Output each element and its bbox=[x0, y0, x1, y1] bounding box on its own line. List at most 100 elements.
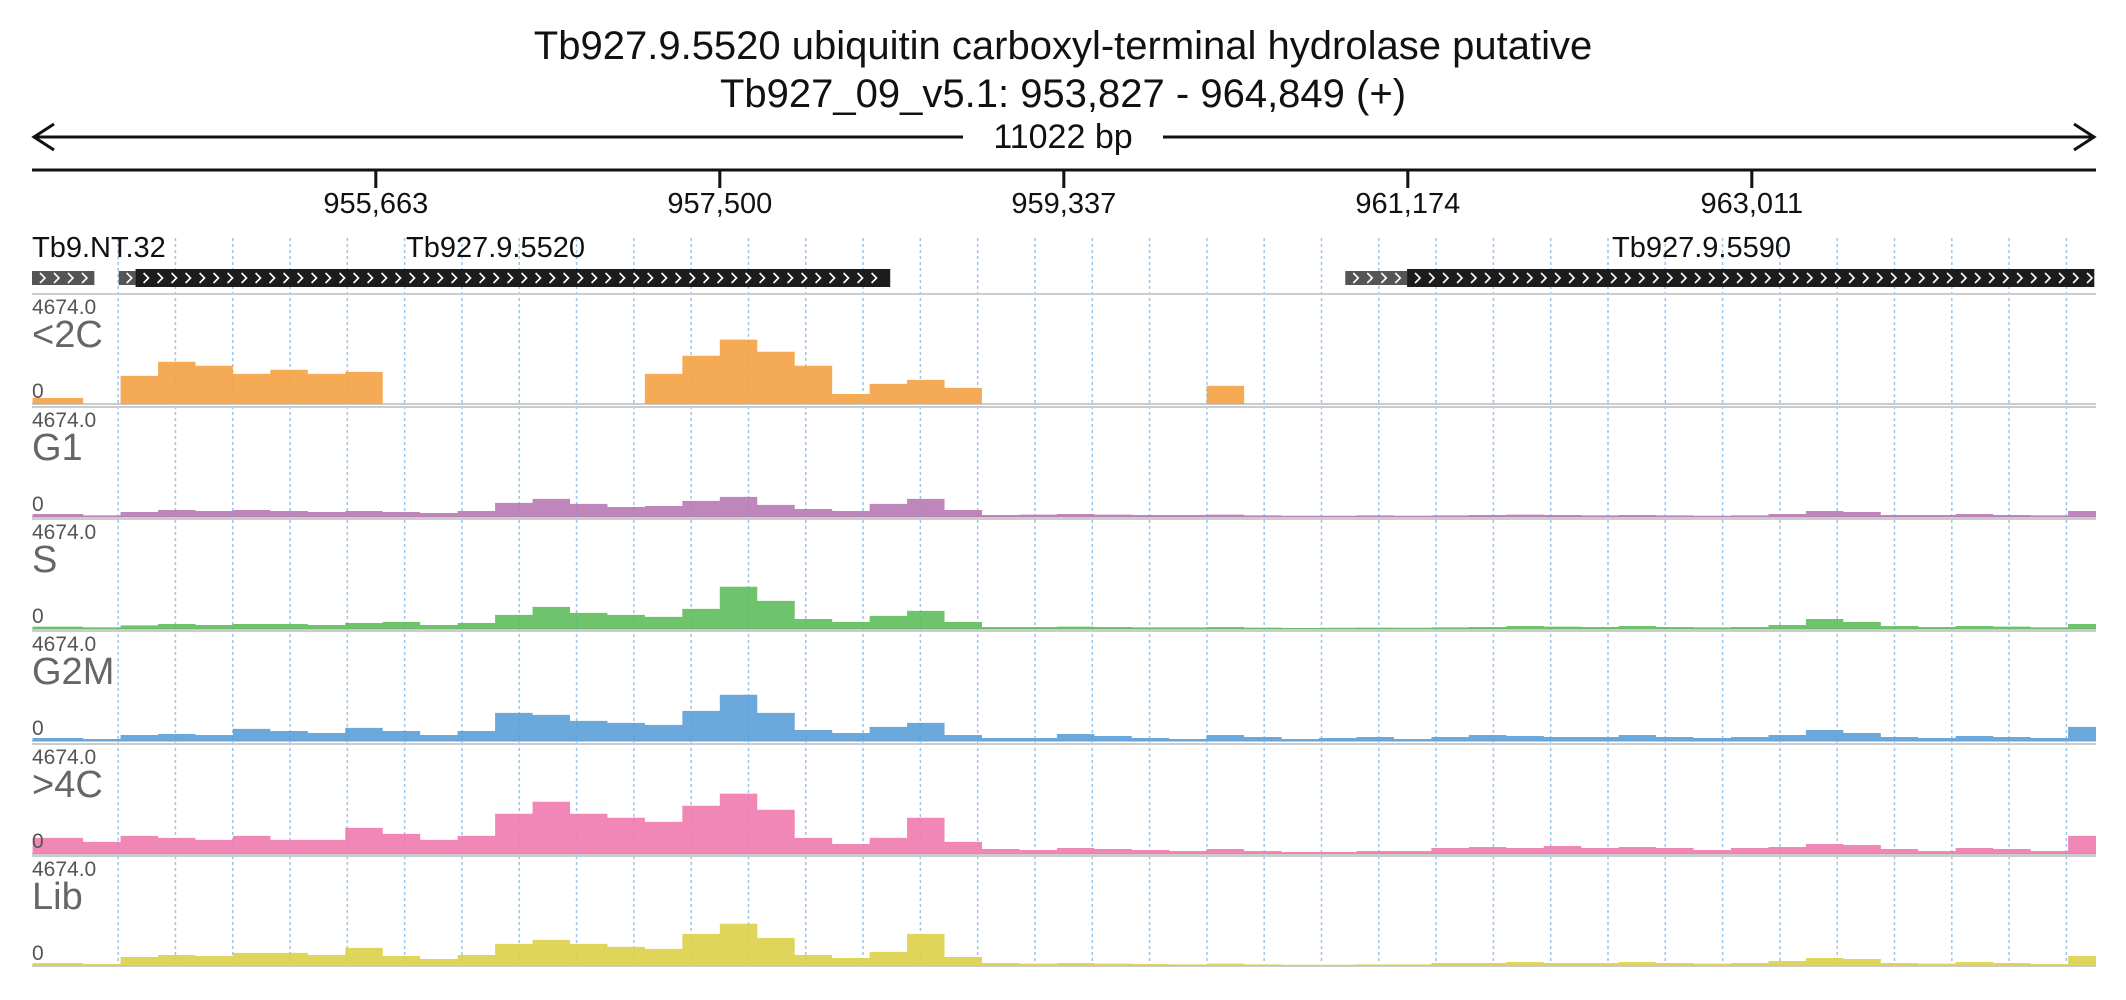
strand-chevron-icon bbox=[1554, 272, 1562, 284]
strand-chevron-icon bbox=[408, 272, 416, 284]
strand-chevron-icon bbox=[1876, 272, 1884, 284]
strand-chevron-icon bbox=[590, 272, 598, 284]
strand-chevron-icon bbox=[1764, 272, 1772, 284]
strand-chevron-icon bbox=[576, 272, 584, 284]
track-max-label: 4674.0 bbox=[32, 746, 97, 769]
strand-chevron-icon bbox=[506, 272, 514, 284]
strand-chevron-icon bbox=[1582, 272, 1590, 284]
strand-chevron-icon bbox=[2086, 272, 2094, 284]
strand-chevron-icon bbox=[1708, 272, 1716, 284]
strand-chevron-icon bbox=[646, 272, 654, 284]
strand-chevron-icon bbox=[1834, 272, 1842, 284]
gene-cds bbox=[1407, 269, 2095, 287]
strand-chevron-icon bbox=[702, 272, 710, 284]
strand-chevron-icon bbox=[786, 272, 794, 284]
strand-chevron-icon bbox=[81, 272, 89, 284]
track-name: G2M bbox=[32, 651, 115, 693]
strand-chevron-icon bbox=[1526, 272, 1534, 284]
track-max-label: 4674.0 bbox=[32, 296, 97, 319]
strand-chevron-icon bbox=[772, 272, 780, 284]
strand-chevron-icon bbox=[282, 272, 290, 284]
strand-chevron-icon bbox=[1414, 272, 1422, 284]
track-name: <2C bbox=[32, 314, 103, 356]
strand-chevron-icon bbox=[744, 272, 752, 284]
strand-chevron-icon bbox=[1680, 272, 1688, 284]
strand-chevron-icon bbox=[548, 272, 556, 284]
strand-chevron-icon bbox=[534, 272, 542, 284]
strand-chevron-icon bbox=[828, 272, 836, 284]
span-arrow-right-icon bbox=[2073, 122, 2097, 152]
strand-chevron-icon bbox=[1470, 272, 1478, 284]
locus-subtitle: Tb927_09_v5.1: 953,827 - 964,849 (+) bbox=[719, 72, 1407, 116]
gene-utr bbox=[1345, 271, 1408, 285]
strand-chevron-icon bbox=[1456, 272, 1464, 284]
strand-chevron-icon bbox=[1792, 272, 1800, 284]
track-max-label: 4674.0 bbox=[32, 858, 97, 881]
strand-chevron-icon bbox=[1960, 272, 1968, 284]
strand-chevron-icon bbox=[604, 272, 612, 284]
strand-chevron-icon bbox=[53, 272, 61, 284]
strand-chevron-icon bbox=[240, 272, 248, 284]
strand-chevron-icon bbox=[1568, 272, 1576, 284]
strand-chevron-icon bbox=[1750, 272, 1758, 284]
strand-chevron-icon bbox=[1904, 272, 1912, 284]
strand-chevron-icon bbox=[1694, 272, 1702, 284]
strand-chevron-icon bbox=[1736, 272, 1744, 284]
strand-chevron-icon bbox=[2044, 272, 2052, 284]
strand-chevron-icon bbox=[1394, 272, 1402, 284]
strand-chevron-icon bbox=[1652, 272, 1660, 284]
strand-chevron-icon bbox=[1988, 272, 1996, 284]
strand-chevron-icon bbox=[1862, 272, 1870, 284]
strand-chevron-icon bbox=[324, 272, 332, 284]
strand-chevron-icon bbox=[2016, 272, 2024, 284]
track-zero-label: 0 bbox=[32, 380, 44, 403]
coverage-area bbox=[32, 694, 2097, 741]
strand-chevron-icon bbox=[492, 272, 500, 284]
span-arrow-left-icon bbox=[31, 122, 55, 152]
strand-chevron-icon bbox=[422, 272, 430, 284]
strand-chevron-icon bbox=[352, 272, 360, 284]
strand-chevron-icon bbox=[1890, 272, 1898, 284]
strand-chevron-icon bbox=[2002, 272, 2010, 284]
strand-chevron-icon bbox=[1498, 272, 1506, 284]
track-name: G1 bbox=[32, 427, 83, 469]
strand-chevron-icon bbox=[856, 272, 864, 284]
strand-chevron-icon bbox=[842, 272, 850, 284]
strand-chevron-icon bbox=[366, 272, 374, 284]
strand-chevron-icon bbox=[1428, 272, 1436, 284]
strand-chevron-icon bbox=[1820, 272, 1828, 284]
strand-chevron-icon bbox=[464, 272, 472, 284]
strand-chevron-icon bbox=[688, 272, 696, 284]
strand-chevron-icon bbox=[338, 272, 346, 284]
strand-chevron-icon bbox=[1638, 272, 1646, 284]
strand-chevron-icon bbox=[1778, 272, 1786, 284]
strand-chevron-icon bbox=[1974, 272, 1982, 284]
track-zero-label: 0 bbox=[32, 493, 44, 516]
strand-chevron-icon bbox=[1722, 272, 1730, 284]
strand-chevron-icon bbox=[1666, 272, 1674, 284]
strand-chevron-icon bbox=[2058, 272, 2066, 284]
strand-chevron-icon bbox=[226, 272, 234, 284]
strand-chevron-icon bbox=[674, 272, 682, 284]
strand-chevron-icon bbox=[1540, 272, 1548, 284]
strand-chevron-icon bbox=[156, 272, 164, 284]
track-zero-label: 0 bbox=[32, 717, 44, 740]
strand-chevron-icon bbox=[126, 272, 133, 284]
strand-chevron-icon bbox=[1352, 272, 1360, 284]
coverage-area bbox=[32, 793, 2097, 854]
strand-chevron-icon bbox=[1512, 272, 1520, 284]
strand-chevron-icon bbox=[1366, 272, 1374, 284]
strand-chevron-icon bbox=[1946, 272, 1954, 284]
gene-utr bbox=[32, 271, 95, 285]
strand-chevron-icon bbox=[450, 272, 458, 284]
ruler-tick-label: 955,663 bbox=[323, 188, 429, 220]
strand-chevron-icon bbox=[1806, 272, 1814, 284]
strand-chevron-icon bbox=[1484, 272, 1492, 284]
strand-chevron-icon bbox=[2072, 272, 2080, 284]
strand-chevron-icon bbox=[1380, 272, 1388, 284]
track-zero-label: 0 bbox=[32, 942, 44, 965]
track-zero-label: 0 bbox=[32, 830, 44, 853]
track-max-label: 4674.0 bbox=[32, 521, 97, 544]
strand-chevron-icon bbox=[254, 272, 262, 284]
